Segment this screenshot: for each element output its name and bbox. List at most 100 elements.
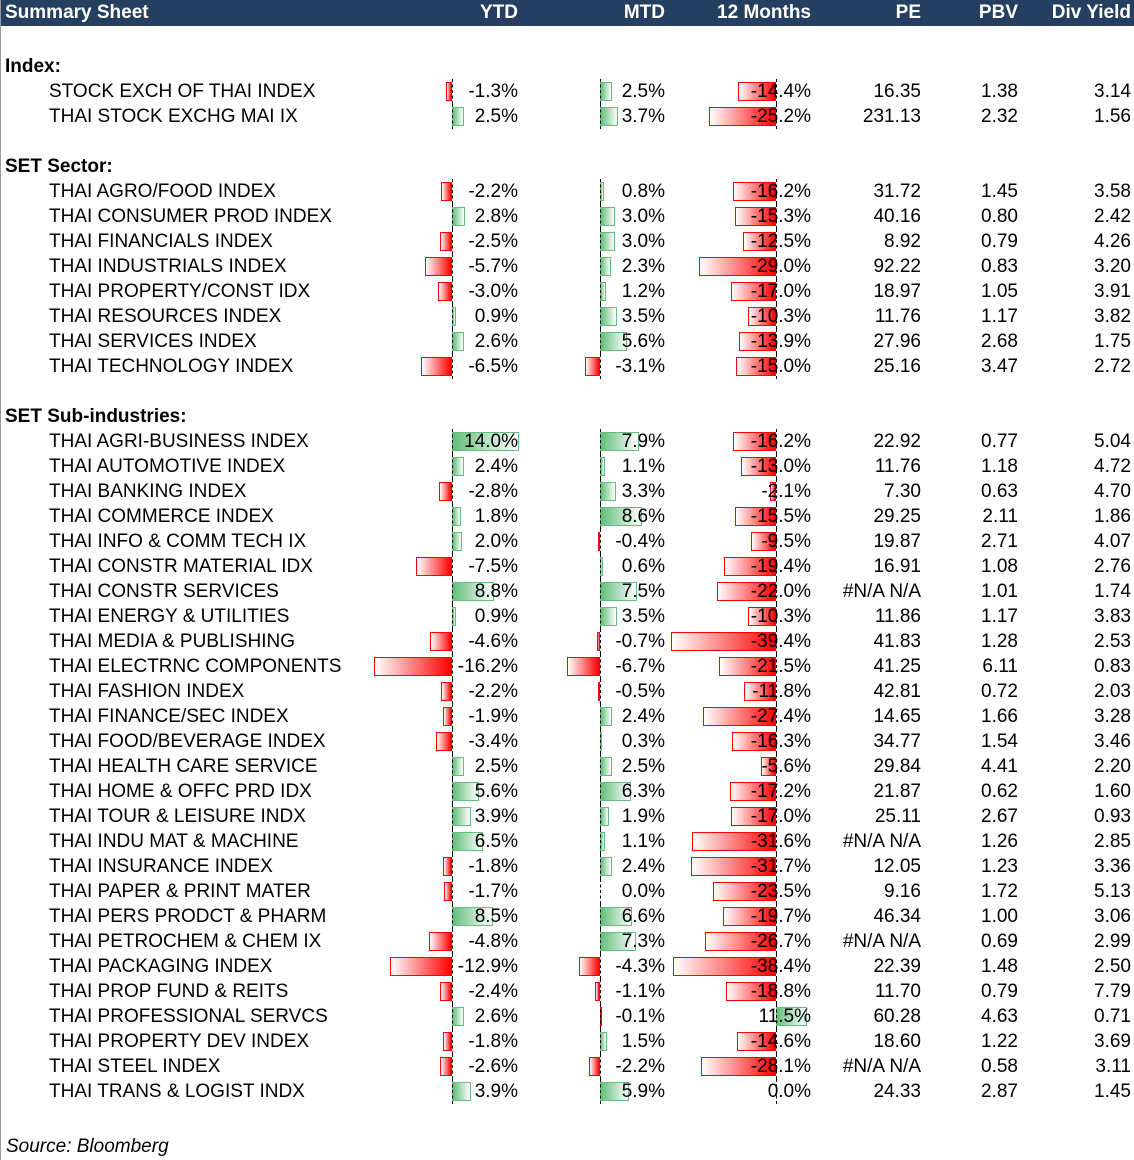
table-row: THAI STOCK EXCHG MAI IX 2.5% 3.7% -25.2% 231… [1,104,1134,129]
index-name: THAI BANKING INDEX [49,481,247,502]
value-ytd: -16.2% [457,656,518,677]
value-div-yield: 4.26 [1094,231,1131,252]
value-mtd: 0.8% [621,181,665,202]
value-div-yield: 1.45 [1094,1081,1131,1102]
axis-line-ytd [452,779,453,804]
value-pbv: 2.68 [981,331,1018,352]
value-div-yield: 2.72 [1094,356,1131,377]
value-mtd: 3.5% [621,606,665,627]
axis-line-mtd [600,579,601,604]
value-mtd: -1.1% [615,981,665,1002]
index-name: THAI PROFESSIONAL SERVCS [49,1006,328,1027]
table-row: THAI BANKING INDEX -2.8% 3.3% -2.1% 7.30 0.63… [1,479,1134,504]
value-pbv: 1.38 [981,81,1018,102]
data-bar-mtd [598,532,601,551]
value-pe: 19.87 [873,531,921,552]
data-bar-ytd [445,82,452,101]
index-name: THAI AGRI-BUSINESS INDEX [49,431,309,452]
index-name: THAI PAPER & PRINT MATER [49,881,311,902]
axis-line-ytd [452,579,453,604]
axis-line-12m [776,929,777,954]
table-row: THAI CONSTR SERVICES 8.8% 7.5% -22.0% #N/A N… [1,579,1134,604]
value-pe: 8.92 [884,231,921,252]
axis-line-12m [776,679,777,704]
value-ytd: 2.5% [474,756,518,777]
value-mtd: 1.1% [621,456,665,477]
axis-line-12m [776,104,777,129]
data-bar-ytd [452,332,465,351]
index-name: THAI PACKAGING INDEX [49,956,273,977]
axis-line-mtd [600,854,601,879]
value-div-yield: 1.86 [1094,506,1131,527]
table-row: STOCK EXCH OF THAI INDEX -1.3% 2.5% -14.4% 1… [1,79,1134,104]
data-bar-12m [724,557,776,576]
value-div-yield: 2.76 [1094,556,1131,577]
value-ytd: -2.2% [468,681,518,702]
data-bar-ytd [452,532,462,551]
value-mtd: 0.3% [621,731,665,752]
value-pe: 16.91 [873,556,921,577]
axis-line-12m [776,1004,777,1029]
value-12m: -23.5% [750,881,811,902]
value-pbv: 1.17 [981,306,1018,327]
data-bar-mtd [600,1032,608,1051]
value-12m: 11.5% [758,1006,811,1027]
value-ytd: -7.5% [468,556,518,577]
value-ytd: -2.5% [468,231,518,252]
value-mtd: 0.6% [621,556,665,577]
axis-line-ytd [452,654,453,679]
value-div-yield: 4.70 [1094,481,1131,502]
index-name: THAI PROPERTY DEV INDEX [49,1031,310,1052]
value-pbv: 1.22 [981,1031,1018,1052]
value-ytd: 8.8% [474,581,518,602]
axis-line-mtd [600,1079,601,1104]
value-12m: -14.4% [750,81,811,102]
data-bar-12m [704,932,776,951]
value-ytd: -6.5% [468,356,518,377]
value-pe: 41.83 [873,631,921,652]
axis-line-12m [776,779,777,804]
value-12m: -9.5% [761,531,811,552]
data-bar-mtd [596,632,600,651]
table-row: THAI INDU MAT & MACHINE 6.5% 1.1% -31.6% #N/… [1,829,1134,854]
data-bar-mtd [600,707,612,726]
index-name: THAI STOCK EXCHG MAI IX [49,106,298,127]
table-row: THAI PACKAGING INDEX -12.9% -4.3% -38.4% 22.… [1,954,1134,979]
data-bar-12m [717,582,776,601]
data-bar-12m [730,807,776,826]
value-ytd: -2.2% [468,181,518,202]
value-12m: -5.6% [761,756,811,777]
value-ytd: -3.4% [468,731,518,752]
data-bar-mtd [600,857,612,876]
value-pbv: 1.05 [981,281,1018,302]
value-12m: -38.4% [750,956,811,977]
data-bar-12m [770,482,776,501]
value-pbv: 1.23 [981,856,1018,877]
axis-line-ytd [452,479,453,504]
data-bar-12m [737,82,776,101]
index-name: THAI CONSUMER PROD INDEX [49,206,332,227]
value-pe: 25.16 [873,356,921,377]
data-bar-mtd [600,207,615,226]
value-div-yield: 2.42 [1094,206,1131,227]
axis-line-ytd [452,1004,453,1029]
axis-line-ytd [452,754,453,779]
axis-line-mtd [600,529,601,554]
axis-line-ytd [452,529,453,554]
axis-line-ytd [452,1029,453,1054]
value-pe: 92.22 [873,256,921,277]
axis-line-12m [776,1029,777,1054]
value-ytd: 3.9% [474,1081,518,1102]
value-ytd: -4.8% [468,931,518,952]
value-pe: 11.86 [874,606,921,627]
data-bar-ytd [442,707,452,726]
data-bar-12m [738,332,776,351]
table-row: THAI COMMERCE INDEX 1.8% 8.6% -15.5% 29.25 2.… [1,504,1134,529]
axis-line-12m [776,804,777,829]
value-div-yield: 2.50 [1094,956,1131,977]
table-row: THAI HEALTH CARE SERVICE 2.5% 2.5% -5.6% 29.… [1,754,1134,779]
table-row: THAI TRANS & LOGIST INDX 3.9% 5.9% 0.0% 24.3… [1,1079,1134,1104]
table-row: THAI AGRO/FOOD INDEX -2.2% 0.8% -16.2% 31.72… [1,179,1134,204]
value-mtd: 6.6% [621,906,665,927]
value-pe: 25.11 [874,806,921,827]
